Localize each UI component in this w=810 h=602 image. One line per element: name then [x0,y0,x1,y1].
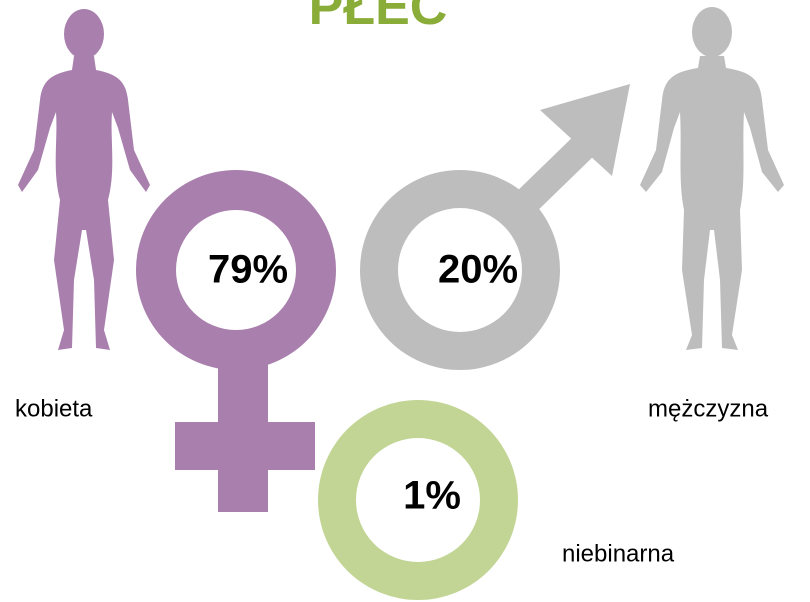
female-label: kobieta [15,395,93,422]
female-symbol [136,170,336,512]
male-label: mężczyzna [648,395,769,422]
male-silhouette [640,7,784,350]
infographic: PŁEC 79% 20% 1% kobieta mężczyzna niebin… [0,0,810,602]
female-silhouette [18,9,150,350]
title: PŁEC [309,0,448,36]
nonbinary-percent: 1% [403,474,461,518]
male-symbol [360,84,630,370]
female-percent: 79% [208,248,288,292]
nonbinary-label: niebinarna [562,540,675,567]
male-percent: 20% [438,248,518,292]
